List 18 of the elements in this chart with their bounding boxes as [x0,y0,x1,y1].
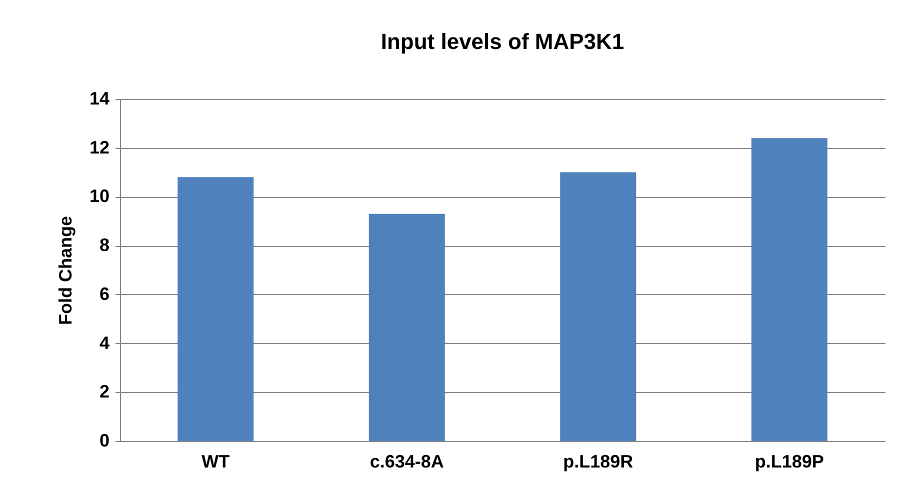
y-axis-title: Fold Change [55,216,76,325]
y-tick-label: 4 [99,332,110,353]
bar [751,138,828,441]
bar [560,172,636,441]
bar [178,177,254,441]
x-tick-label: c.634-8A [370,452,444,472]
bar [368,214,445,441]
x-tick-label: p.L189R [563,452,634,472]
x-tick-label: p.L189P [754,452,824,472]
y-tick-label: 6 [99,284,110,304]
x-tick-label: WT [202,452,230,472]
y-tick-label: 12 [89,137,110,158]
chart-title: Input levels of MAP3K1 [380,29,624,54]
y-tick-label: 8 [99,235,110,256]
y-tick-label: 0 [99,430,110,450]
y-tick-label: 2 [99,382,110,402]
y-tick-label: 10 [89,186,110,206]
y-tick-label: 14 [89,88,110,108]
